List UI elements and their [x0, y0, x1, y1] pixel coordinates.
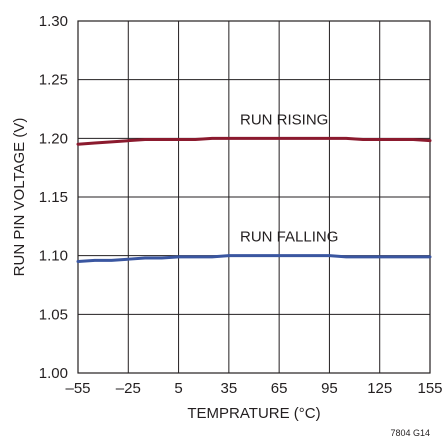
x-tick-label: –55 — [65, 380, 90, 397]
series-label-run-falling: RUN FALLING — [240, 229, 338, 246]
grid — [77, 20, 431, 374]
series-line-run-rising — [76, 136, 432, 146]
y-tick-label: 1.25 — [39, 72, 68, 89]
y-tick-label: 1.10 — [39, 248, 68, 265]
y-tick-label: 1.30 — [39, 13, 68, 30]
x-tick-label: 35 — [221, 380, 238, 397]
series-line-run-falling — [76, 254, 432, 264]
y-axis-title: RUN PIN VOLTAGE (V) — [11, 118, 28, 277]
x-tick-label: 65 — [271, 380, 288, 397]
x-tick-label: –25 — [116, 380, 141, 397]
x-tick-label: 155 — [417, 380, 442, 397]
series-lines — [76, 136, 432, 264]
x-tick-label: 95 — [321, 380, 338, 397]
x-tick-label: 5 — [174, 380, 182, 397]
series-label-run-rising: RUN RISING — [240, 111, 328, 128]
plot-frame — [77, 20, 431, 374]
y-tick-label: 1.15 — [39, 189, 68, 206]
x-axis-title: TEMPRATURE (°C) — [187, 405, 320, 422]
y-tick-label: 1.00 — [39, 365, 68, 382]
y-tick-label: 1.20 — [39, 130, 68, 147]
y-tick-label: 1.05 — [39, 306, 68, 323]
figure-id: 7804 G14 — [390, 428, 430, 438]
x-tick-label: 125 — [367, 380, 392, 397]
labels: –55 –25 5 35 65 95 125 155 1.00 1.05 1.10 1.15 1.20 1… — [11, 13, 443, 438]
